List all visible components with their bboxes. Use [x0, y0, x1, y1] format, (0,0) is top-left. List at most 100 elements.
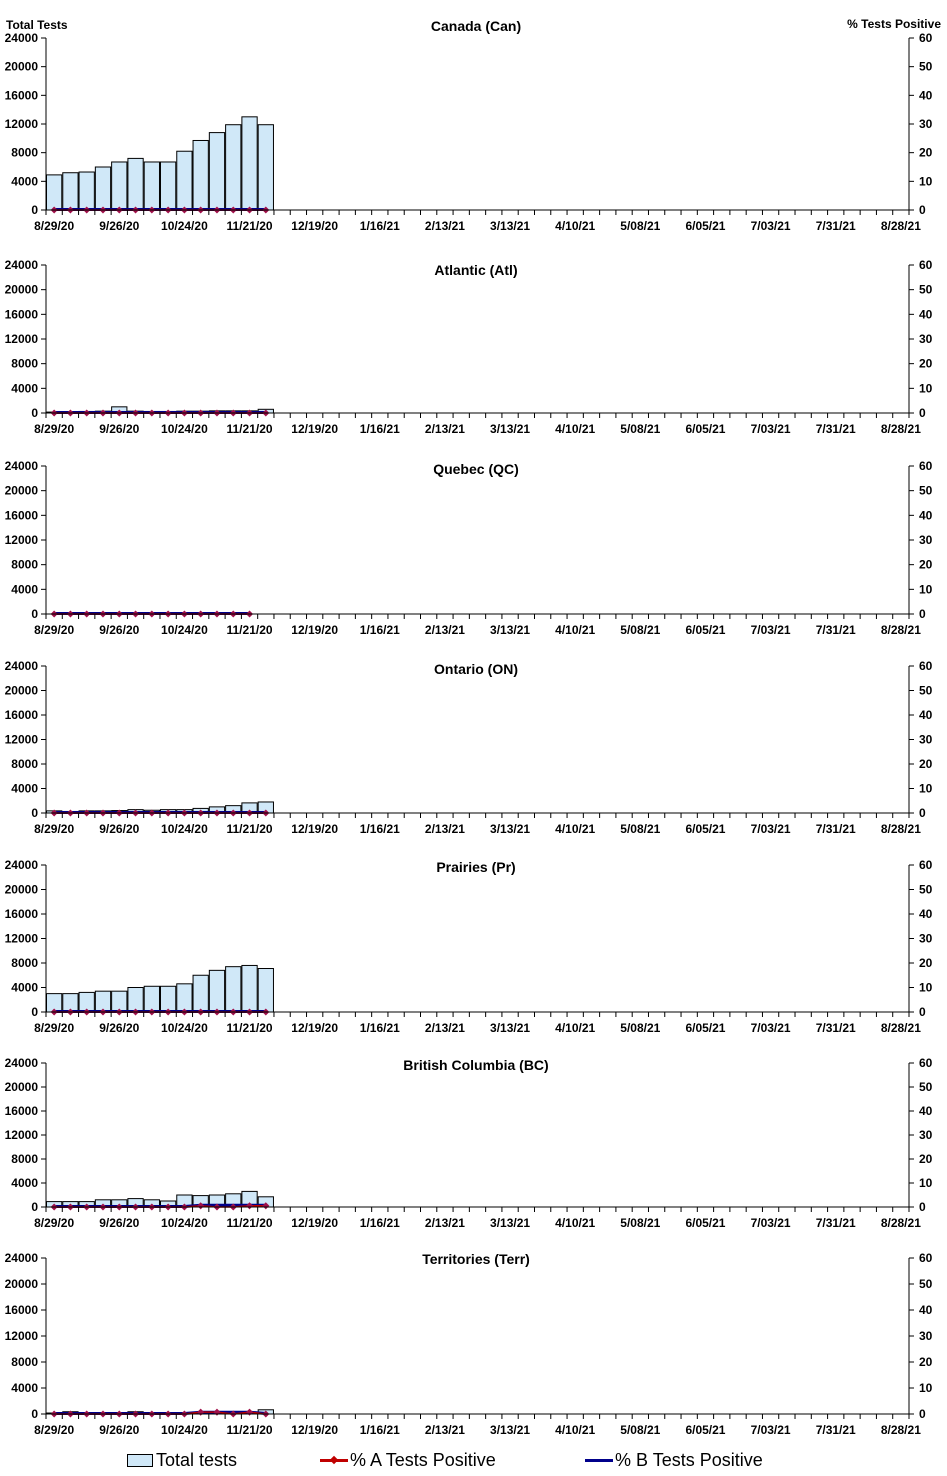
bar	[225, 966, 242, 1013]
x-tick-label: 1/16/21	[360, 219, 400, 233]
x-tick-label: 8/28/21	[881, 1423, 921, 1437]
x-tick-label: 9/26/20	[99, 623, 139, 637]
x-tick-label: 6/05/21	[685, 1423, 725, 1437]
y2-tick-label: 30	[919, 733, 933, 747]
x-tick-label: 5/08/21	[620, 1021, 660, 1035]
chart-title: Territories (Terr)	[422, 1251, 530, 1267]
y-tick-label: 16000	[5, 508, 39, 522]
x-tick-label: 9/26/20	[99, 422, 139, 436]
y2-tick-label: 20	[919, 956, 933, 970]
x-tick-label: 6/05/21	[685, 623, 725, 637]
y-tick-label: 24000	[5, 258, 39, 272]
y-tick-label: 8000	[11, 146, 38, 160]
y-tick-label: 4000	[11, 1176, 38, 1190]
x-tick-label: 2/13/21	[425, 1216, 465, 1230]
y2-tick-label: 50	[919, 484, 933, 498]
y-tick-label: 20000	[5, 684, 39, 698]
x-tick-label: 11/21/20	[227, 1423, 273, 1437]
y-tick-label: 20000	[5, 60, 39, 74]
bar-swatch-icon	[127, 1454, 153, 1467]
x-tick-label: 11/21/20	[227, 219, 273, 233]
y-tick-label: 0	[31, 607, 38, 621]
legend-label-pct-b: % B Tests Positive	[615, 1450, 763, 1470]
legend-item-pct-b: % B Tests Positive	[585, 1450, 763, 1471]
y-tick-label: 0	[31, 1200, 38, 1214]
x-tick-label: 7/31/21	[816, 422, 856, 436]
x-tick-label: 8/29/20	[34, 623, 74, 637]
y2-tick-label: 60	[919, 858, 933, 872]
x-tick-label: 11/21/20	[227, 822, 273, 836]
y-tick-label: 16000	[5, 708, 39, 722]
y2-tick-label: 30	[919, 117, 933, 131]
x-tick-label: 6/05/21	[685, 822, 725, 836]
y2-tick-label: 60	[919, 31, 933, 45]
x-tick-label: 7/31/21	[816, 1216, 856, 1230]
y-tick-label: 4000	[11, 1381, 38, 1395]
x-tick-label: 11/21/20	[227, 623, 273, 637]
x-tick-label: 12/19/20	[291, 219, 338, 233]
x-tick-label: 6/05/21	[685, 219, 725, 233]
y2-tick-label: 40	[919, 1303, 933, 1317]
x-tick-label: 4/10/21	[555, 623, 595, 637]
y-tick-label: 20000	[5, 1080, 39, 1094]
x-tick-label: 9/26/20	[99, 822, 139, 836]
y-tick-label: 0	[31, 203, 38, 217]
bar	[111, 161, 128, 211]
x-tick-label: 8/29/20	[34, 422, 74, 436]
x-tick-label: 2/13/21	[425, 1021, 465, 1035]
chart-panel-0: Canada (Can) 0 4000 8000 12000 16000 20000 2400…	[5, 18, 933, 233]
y-tick-label: 16000	[5, 88, 39, 102]
y-tick-label: 20000	[5, 883, 39, 897]
y-tick-label: 8000	[11, 1152, 38, 1166]
y2-tick-label: 40	[919, 708, 933, 722]
y2-tick-label: 10	[919, 1176, 933, 1190]
y2-tick-label: 10	[919, 582, 933, 596]
bar	[241, 964, 258, 1013]
bar	[176, 150, 193, 211]
x-tick-label: 10/24/20	[161, 1216, 208, 1230]
bar	[225, 124, 242, 211]
legend-label-pct-a: % A Tests Positive	[350, 1450, 496, 1470]
x-tick-label: 3/13/21	[490, 219, 530, 233]
y-tick-label: 4000	[11, 381, 38, 395]
left-axis-title: Total Tests	[6, 18, 68, 32]
chart-title: Atlantic (Atl)	[434, 262, 517, 278]
x-tick-label: 1/16/21	[360, 623, 400, 637]
y-tick-label: 12000	[5, 533, 39, 547]
bar	[159, 985, 177, 1013]
bar	[94, 166, 112, 211]
y2-tick-label: 40	[919, 907, 933, 921]
x-tick-label: 12/19/20	[291, 822, 338, 836]
legend-label-total-tests: Total tests	[156, 1450, 238, 1470]
y2-tick-label: 60	[919, 258, 933, 272]
y2-tick-label: 60	[919, 1056, 933, 1070]
y-tick-label: 0	[31, 806, 38, 820]
y2-tick-label: 0	[919, 203, 926, 217]
bar	[192, 974, 209, 1013]
y2-tick-label: 0	[919, 1200, 926, 1214]
y2-tick-label: 60	[919, 659, 933, 673]
y2-tick-label: 20	[919, 146, 933, 160]
x-tick-label: 5/08/21	[620, 822, 660, 836]
y2-tick-label: 0	[919, 1407, 926, 1421]
x-tick-label: 10/24/20	[161, 623, 208, 637]
x-tick-label: 1/16/21	[360, 1423, 400, 1437]
y-tick-label: 8000	[11, 757, 38, 771]
y2-tick-label: 20	[919, 558, 933, 572]
x-tick-label: 3/13/21	[490, 1216, 530, 1230]
x-tick-label: 7/03/21	[751, 822, 791, 836]
chart-panel-5: British Columbia (BC) 0 4000 8000 12000 16000…	[5, 1056, 933, 1230]
x-tick-label: 7/03/21	[751, 422, 791, 436]
bar	[143, 161, 160, 211]
y2-tick-label: 20	[919, 357, 933, 371]
chart-legend: Total tests % A Tests Positive % B Tests…	[0, 1448, 947, 1476]
y2-tick-label: 60	[919, 1251, 933, 1265]
bar	[159, 161, 177, 211]
x-tick-label: 9/26/20	[99, 1021, 139, 1035]
series-a-marker	[213, 1408, 221, 1416]
x-tick-label: 7/03/21	[751, 1423, 791, 1437]
y2-tick-label: 10	[919, 981, 933, 995]
y2-tick-label: 50	[919, 60, 933, 74]
x-tick-label: 6/05/21	[685, 1216, 725, 1230]
x-tick-label: 8/28/21	[881, 219, 921, 233]
